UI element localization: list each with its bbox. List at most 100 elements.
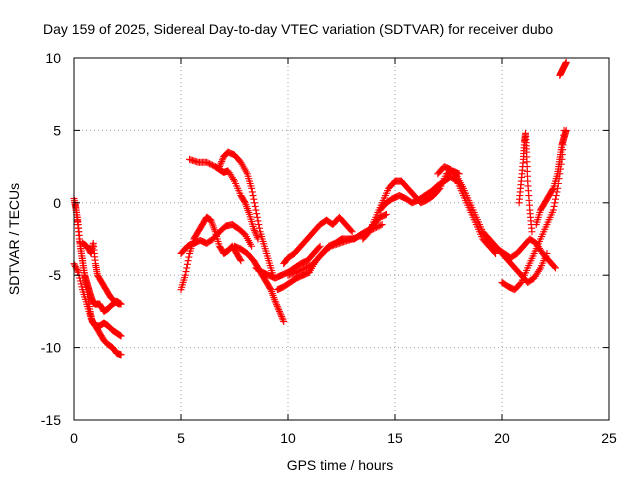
data-point [255, 221, 263, 229]
tick-labels: 0 5 10 15 20 25 -15 -10 -5 0 5 10 [41, 50, 617, 446]
data-point [183, 260, 191, 268]
series-dubo-track-4 [79, 239, 123, 308]
data-point [216, 161, 224, 169]
data-point [73, 265, 81, 273]
series-dubo-track-19 [515, 129, 536, 236]
data-point [74, 267, 82, 275]
y-tick-label: 10 [45, 50, 61, 66]
data-point [271, 297, 279, 305]
data-point [316, 242, 324, 250]
data-point [279, 316, 287, 324]
series-dubo-track-3 [70, 260, 125, 359]
data-point [218, 158, 226, 166]
data-point [251, 202, 259, 210]
data-point [552, 264, 559, 272]
data-point [218, 156, 226, 164]
data-point [315, 243, 323, 251]
data-marks [70, 58, 570, 359]
series-dubo-track-10 [252, 242, 324, 282]
data-point [273, 301, 281, 309]
series-dubo-track-21 [556, 58, 570, 79]
data-point [364, 229, 372, 237]
data-point [250, 227, 258, 235]
data-point [74, 268, 82, 276]
data-point [562, 126, 570, 134]
x-tick-label: 25 [601, 430, 617, 446]
data-point [76, 274, 84, 282]
data-point [76, 277, 84, 285]
data-point [378, 221, 386, 229]
data-point [185, 253, 193, 261]
y-tick-label: -5 [49, 267, 62, 283]
data-point [71, 261, 79, 269]
data-point [535, 266, 543, 274]
data-point [77, 280, 85, 288]
data-point [549, 186, 557, 194]
series-dubo-track-20 [532, 126, 570, 229]
data-point [249, 192, 257, 200]
data-point [78, 283, 86, 291]
x-tick-label: 15 [387, 430, 403, 446]
series-dubo-track-8 [216, 148, 277, 279]
data-point [278, 312, 286, 320]
data-point [183, 264, 191, 272]
data-point [71, 263, 79, 271]
x-tick-label: 10 [280, 430, 296, 446]
x-tick-label: 5 [177, 430, 185, 446]
chart-title: Day 159 of 2025, Sidereal Day-to-day VTE… [43, 21, 553, 37]
data-point [278, 314, 286, 322]
data-point [250, 195, 258, 203]
data-point [115, 300, 123, 308]
data-point [280, 318, 288, 326]
data-point [272, 299, 280, 307]
y-tick-label: 5 [53, 122, 61, 138]
data-point [248, 242, 256, 250]
x-tick-label: 20 [494, 430, 510, 446]
data-point [254, 217, 262, 225]
data-point [117, 332, 125, 340]
data-point [550, 202, 558, 210]
data-point [277, 311, 285, 319]
data-point [248, 184, 256, 192]
data-point [248, 188, 256, 196]
data-point [252, 206, 260, 214]
data-point [253, 232, 261, 240]
data-point [275, 307, 283, 315]
y-tick-label: -15 [41, 412, 61, 428]
data-point [181, 271, 189, 279]
plot-frame [73, 57, 610, 421]
data-point [237, 257, 245, 265]
data-point [347, 227, 355, 235]
axis-ticks [73, 57, 610, 421]
series-dubo-track-6 [177, 221, 256, 257]
grid-lines [74, 58, 609, 420]
data-point [552, 195, 559, 203]
data-point [250, 225, 258, 233]
data-point [550, 263, 558, 271]
data-point [549, 206, 557, 214]
data-point [250, 199, 258, 207]
x-tick-label: 0 [70, 430, 78, 446]
data-point [240, 198, 248, 206]
x-axis-label: GPS time / hours [287, 457, 394, 473]
y-tick-label: 0 [53, 195, 61, 211]
data-point [273, 302, 281, 310]
data-point [253, 210, 261, 218]
data-point [274, 304, 282, 312]
data-point [276, 309, 284, 317]
data-point [528, 228, 536, 236]
data-point [184, 257, 192, 265]
data-point [562, 58, 570, 66]
data-point [255, 224, 263, 232]
series-dubo-track-11 [280, 213, 356, 268]
data-point [377, 221, 385, 229]
data-point [229, 175, 237, 183]
series-dubo-track-9 [231, 242, 288, 326]
series-dubo-track-13 [284, 221, 386, 279]
data-point [348, 228, 356, 236]
series-dubo-track-15 [376, 173, 500, 257]
data-point [516, 280, 524, 288]
data-point [216, 163, 224, 171]
data-point [236, 256, 244, 264]
